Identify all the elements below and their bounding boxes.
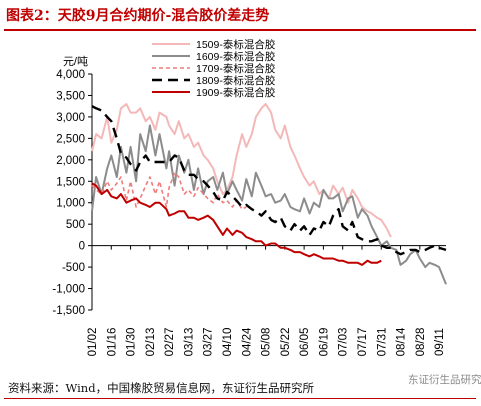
x-tick-label: 01/16 [106,328,118,357]
legend-label: 1809-泰标混合胶 [196,74,276,87]
y-tick-label: -1,000 [52,284,85,296]
y-tick-label: 3,000 [56,112,85,124]
x-tick-label: 07/31 [376,328,388,357]
x-tick-label: 07/17 [357,328,369,357]
x-tick-label: 02/13 [145,328,157,357]
x-tick-label: 04/24 [241,327,253,356]
x-tick-label: 06/05 [299,328,311,357]
x-tick-label: 04/10 [222,328,234,357]
y-tick-label: 4,000 [56,69,85,81]
title-rule [4,29,476,31]
y-tick-label: 0 [79,241,85,253]
series-line-2 [91,124,447,285]
x-tick-label: 01/02 [87,328,99,357]
x-tick-label: 03/27 [203,328,215,357]
x-tick-label: 08/14 [396,327,408,356]
y-tick-label: -500 [62,262,85,274]
y-tick-label: 1,000 [56,198,85,210]
y-tick-label: 1,500 [56,176,85,188]
x-tick-label: 06/19 [318,328,330,357]
legend-label: 1909-泰标混合胶 [196,86,276,99]
x-tick-label: 05/22 [280,328,292,357]
x-tick-label: 02/27 [164,328,176,357]
legend-label: 1609-泰标混合胶 [196,50,276,63]
axes: 元/吨 -1,500 -1,000 -500 0 500 1,000 1,500 2,000 2,… [52,55,446,356]
legend-label: 1709-泰标混合胶 [196,62,276,75]
x-tick-label: 01/30 [126,328,138,357]
series-layer [91,103,447,285]
series-line-1 [91,103,392,238]
x-tick-label: 08/28 [415,328,427,357]
bottom-rule [4,398,476,399]
series-line-3 [91,171,247,210]
x-tick-label: 03/13 [183,328,195,357]
y-tick-label: -1,500 [52,305,85,317]
x-tick-label: 09/11 [434,328,446,356]
source-note: 资料来源：Wind，中国橡胶贸易信息网，东证衍生品研究所 [8,381,315,395]
legend: 1509-泰标混合胶1609-泰标混合胶1709-泰标混合胶1809-泰标混合胶… [152,38,276,99]
legend-label: 1509-泰标混合胶 [196,38,276,51]
y-tick-label: 500 [66,219,85,231]
y-axis-unit: 元/吨 [63,55,88,68]
x-tick-label: 05/08 [261,328,273,357]
y-tick-label: 2,500 [56,133,85,145]
y-tick-label: 3,500 [56,90,85,102]
series-line-5 [91,182,382,266]
x-tick-label: 07/03 [338,328,350,357]
watermark: 东证衍生品研究院 [408,374,481,386]
y-tick-label: 2,000 [56,155,85,167]
series-line-4 [91,105,447,256]
figure-title: 图表2：天胶9月合约期价-混合胶价差走势 [6,8,270,24]
